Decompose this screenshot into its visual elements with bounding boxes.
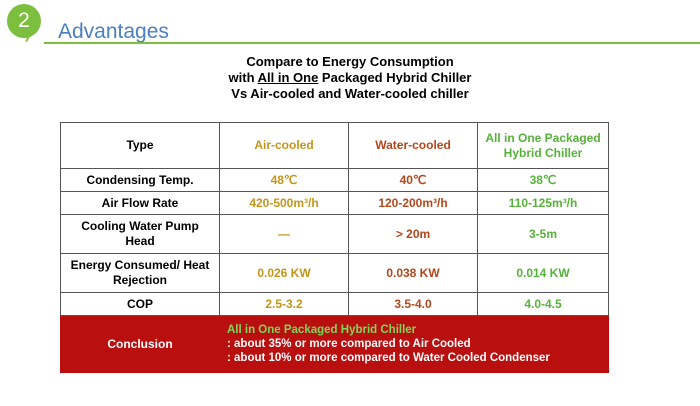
header-underline bbox=[44, 42, 700, 44]
heading-line-2-suffix: Packaged Hybrid Chiller bbox=[318, 70, 471, 85]
header-type: Type bbox=[61, 123, 220, 169]
comparison-table: Type Air-cooled Water-cooled All in One … bbox=[60, 122, 609, 373]
water-value: 40℃ bbox=[349, 169, 478, 192]
conclusion-text: All in One Packaged Hybrid Chiller : abo… bbox=[220, 316, 609, 373]
air-value: 420-500m³/h bbox=[220, 192, 349, 215]
heading-line-2-prefix: with bbox=[229, 70, 258, 85]
air-value: 48℃ bbox=[220, 169, 349, 192]
header-air-cooled: Air-cooled bbox=[220, 123, 349, 169]
hybrid-value: 110-125m³/h bbox=[478, 192, 609, 215]
row-label: Energy Consumed/ Heat Rejection bbox=[61, 254, 220, 293]
row-label: Cooling Water Pump Head bbox=[61, 215, 220, 254]
water-value: 120-200m³/h bbox=[349, 192, 478, 215]
hybrid-value: 4.0-4.5 bbox=[478, 293, 609, 316]
hybrid-value: 38℃ bbox=[478, 169, 609, 192]
hybrid-value: 3-5m bbox=[478, 215, 609, 254]
water-value: 0.038 KW bbox=[349, 254, 478, 293]
air-value: 0.026 KW bbox=[220, 254, 349, 293]
table-row: Energy Consumed/ Heat Rejection 0.026 KW… bbox=[61, 254, 609, 293]
air-value: 2.5-3.2 bbox=[220, 293, 349, 316]
header-water-cooled: Water-cooled bbox=[349, 123, 478, 169]
water-value: > 20m bbox=[349, 215, 478, 254]
conclusion-label: Conclusion bbox=[61, 316, 220, 373]
comparison-heading: Compare to Energy Consumption with All i… bbox=[0, 54, 700, 102]
heading-line-1: Compare to Energy Consumption bbox=[0, 54, 700, 70]
table-row: Air Flow Rate 420-500m³/h 120-200m³/h 11… bbox=[61, 192, 609, 215]
water-value: 3.5-4.0 bbox=[349, 293, 478, 316]
table-row: Condensing Temp. 48℃ 40℃ 38℃ bbox=[61, 169, 609, 192]
section-title: Advantages bbox=[58, 20, 169, 44]
conclusion-line-1: : about 35% or more compared to Air Cool… bbox=[227, 337, 604, 351]
air-value: — bbox=[220, 215, 349, 254]
conclusion-line-2: : about 10% or more compared to Water Co… bbox=[227, 351, 604, 365]
table-row: Cooling Water Pump Head — > 20m 3-5m bbox=[61, 215, 609, 254]
row-label: Condensing Temp. bbox=[61, 169, 220, 192]
row-label: COP bbox=[61, 293, 220, 316]
heading-line-3: Vs Air-cooled and Water-cooled chiller bbox=[0, 86, 700, 102]
table-row: COP 2.5-3.2 3.5-4.0 4.0-4.5 bbox=[61, 293, 609, 316]
row-label: Air Flow Rate bbox=[61, 192, 220, 215]
header-hybrid-chiller: All in One Packaged Hybrid Chiller bbox=[478, 123, 609, 169]
heading-line-2: with All in One Packaged Hybrid Chiller bbox=[0, 70, 700, 86]
heading-line-2-underlined: All in One bbox=[258, 70, 319, 85]
conclusion-row: Conclusion All in One Packaged Hybrid Ch… bbox=[61, 316, 609, 373]
conclusion-highlight: All in One Packaged Hybrid Chiller bbox=[227, 323, 604, 337]
table-header-row: Type Air-cooled Water-cooled All in One … bbox=[61, 123, 609, 169]
hybrid-value: 0.014 KW bbox=[478, 254, 609, 293]
